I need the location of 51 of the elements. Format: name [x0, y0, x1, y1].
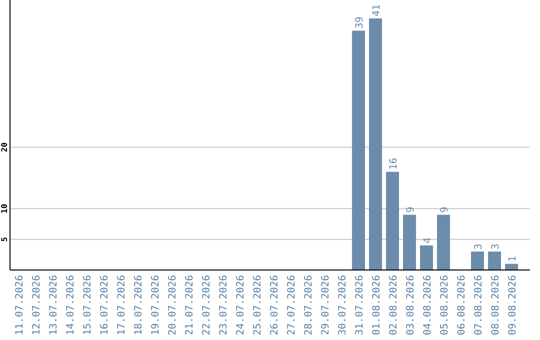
x-tick-label: 27.07.2026: [286, 275, 298, 336]
data-label: 3: [474, 244, 484, 250]
x-tick-label: 25.07.2026: [252, 275, 264, 336]
x-tick-label: 14.07.2026: [66, 275, 76, 336]
x-tick-label: 08.08.2026: [490, 275, 502, 336]
x-tick-label: 31.07.2026: [354, 275, 366, 336]
x-tick-label: 26.07.2026: [270, 275, 280, 336]
bar: [386, 172, 399, 270]
x-tick-label: 12.07.2026: [32, 275, 42, 336]
x-tick-label: 09.08.2026: [508, 275, 518, 336]
x-tick-label: 04.08.2026: [422, 275, 434, 336]
x-tick-label: 17.07.2026: [116, 275, 128, 336]
x-tick-label: 19.07.2026: [150, 275, 162, 336]
x-tick-label: 13.07.2026: [48, 275, 60, 336]
x-tick-label: 03.08.2026: [406, 275, 416, 336]
data-label: 9: [440, 206, 450, 213]
data-label: 1: [508, 256, 518, 262]
data-label: 3: [490, 244, 502, 250]
y-tick-label: 20: [0, 142, 9, 152]
bar: [352, 30, 365, 270]
bar: [488, 252, 501, 270]
data-label: 16: [388, 158, 400, 170]
x-tick-label: 02.08.2026: [388, 275, 400, 336]
x-tick-label: 23.07.2026: [218, 275, 230, 336]
bar: [403, 214, 416, 270]
x-tick-label: 22.07.2026: [202, 275, 212, 336]
x-tick-label: 29.07.2026: [320, 275, 332, 336]
x-tick-label: 11.07.2026: [14, 275, 26, 336]
data-label: 41: [372, 4, 382, 16]
y-tick-label: 10: [0, 204, 9, 214]
bar: [437, 214, 450, 270]
x-tick-label: 20.07.2026: [168, 275, 178, 336]
x-tick-label: 16.07.2026: [100, 275, 110, 336]
bar: [420, 245, 433, 270]
x-tick-label: 15.07.2026: [82, 275, 94, 336]
x-tick-label: 18.07.2026: [134, 275, 144, 336]
data-label: 39: [354, 16, 366, 29]
x-tick-label: 21.07.2026: [184, 275, 196, 336]
bar: [369, 18, 382, 270]
x-tick-label: 06.08.2026: [456, 275, 468, 336]
x-tick-label: 30.07.2026: [338, 275, 348, 336]
x-tick-label: 05.08.2026: [440, 275, 450, 336]
x-tick-label: 07.08.2026: [474, 275, 484, 336]
x-tick-label: 24.07.2026: [236, 275, 246, 336]
bar: [505, 264, 518, 270]
data-label: 9: [406, 206, 416, 213]
data-label: 4: [422, 237, 434, 244]
x-tick-label: 01.08.2026: [372, 275, 382, 336]
y-tick-label: 5: [0, 236, 9, 242]
x-tick-label: 28.07.2026: [304, 275, 314, 336]
bar: [471, 252, 484, 270]
